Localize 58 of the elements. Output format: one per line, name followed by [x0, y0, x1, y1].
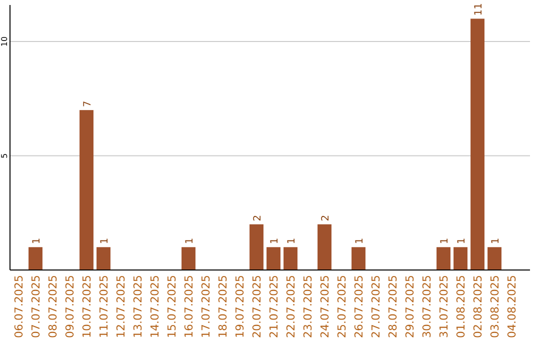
bar: [436, 247, 450, 270]
x-tick-label: 27.07.2025: [370, 275, 382, 338]
x-tick-label: 12.07.2025: [114, 275, 128, 338]
x-tick-label: 28.07.2025: [386, 275, 400, 338]
data-label: 1: [270, 238, 280, 244]
data-label: 1: [490, 238, 502, 244]
bar: [266, 247, 280, 270]
x-tick-label: 13.07.2025: [132, 275, 144, 338]
x-tick-label: 08.07.2025: [46, 275, 60, 338]
data-label: 2: [252, 214, 264, 222]
y-tick-label: 5: [0, 153, 9, 158]
x-tick-label: 18.07.2025: [216, 275, 230, 338]
x-tick-label: 26.07.2025: [352, 275, 366, 338]
bar: [284, 247, 298, 270]
bar: [318, 224, 332, 270]
x-tick-label: 04.08.2025: [506, 275, 518, 338]
bar: [352, 247, 366, 270]
bar: [250, 224, 264, 270]
data-label: 1: [456, 238, 468, 244]
bar: [470, 18, 484, 270]
data-label: 2: [320, 214, 332, 222]
x-tick-label: 16.07.2025: [182, 275, 196, 338]
data-label: 7: [82, 100, 94, 108]
bar: [182, 247, 196, 270]
x-tick-label: 07.07.2025: [30, 275, 42, 338]
y-tick-label: 10: [0, 36, 9, 47]
data-label: 1: [354, 238, 366, 244]
data-label: 1: [440, 238, 450, 244]
x-tick-label: 11.07.2025: [98, 275, 110, 338]
bar: [454, 247, 468, 270]
bar: [96, 247, 110, 270]
data-label: 1: [32, 238, 42, 244]
x-tick-label: 31.07.2025: [438, 275, 450, 338]
x-tick-label: 17.07.2025: [200, 275, 212, 338]
x-tick-label: 10.07.2025: [80, 275, 94, 338]
x-tick-label: 02.08.2025: [472, 275, 484, 338]
x-tick-label: 01.08.2025: [454, 275, 468, 338]
data-label: 1: [286, 238, 298, 244]
data-label: 11: [474, 2, 484, 16]
bar: [80, 110, 94, 270]
x-tick-label: 15.07.2025: [166, 275, 178, 338]
x-tick-label: 29.07.2025: [404, 275, 416, 338]
x-tick-label: 06.07.2025: [12, 275, 26, 338]
x-tick-label: 23.07.2025: [302, 275, 314, 338]
x-tick-label: 03.08.2025: [488, 275, 502, 338]
x-tick-label: 14.07.2025: [148, 275, 162, 338]
bar: [488, 247, 502, 270]
x-tick-label: 19.07.2025: [234, 275, 246, 338]
x-tick-label: 20.07.2025: [250, 275, 264, 338]
x-tick-label: 09.07.2025: [64, 275, 76, 338]
data-label: 1: [100, 238, 110, 244]
x-tick-label: 25.07.2025: [336, 275, 348, 338]
data-label: 1: [184, 238, 196, 244]
bar: [28, 247, 42, 270]
x-tick-label: 22.07.2025: [284, 275, 298, 338]
x-tick-label: 30.07.2025: [420, 275, 434, 338]
x-tick-label: 24.07.2025: [318, 275, 332, 338]
x-tick-label: 21.07.2025: [268, 275, 280, 338]
